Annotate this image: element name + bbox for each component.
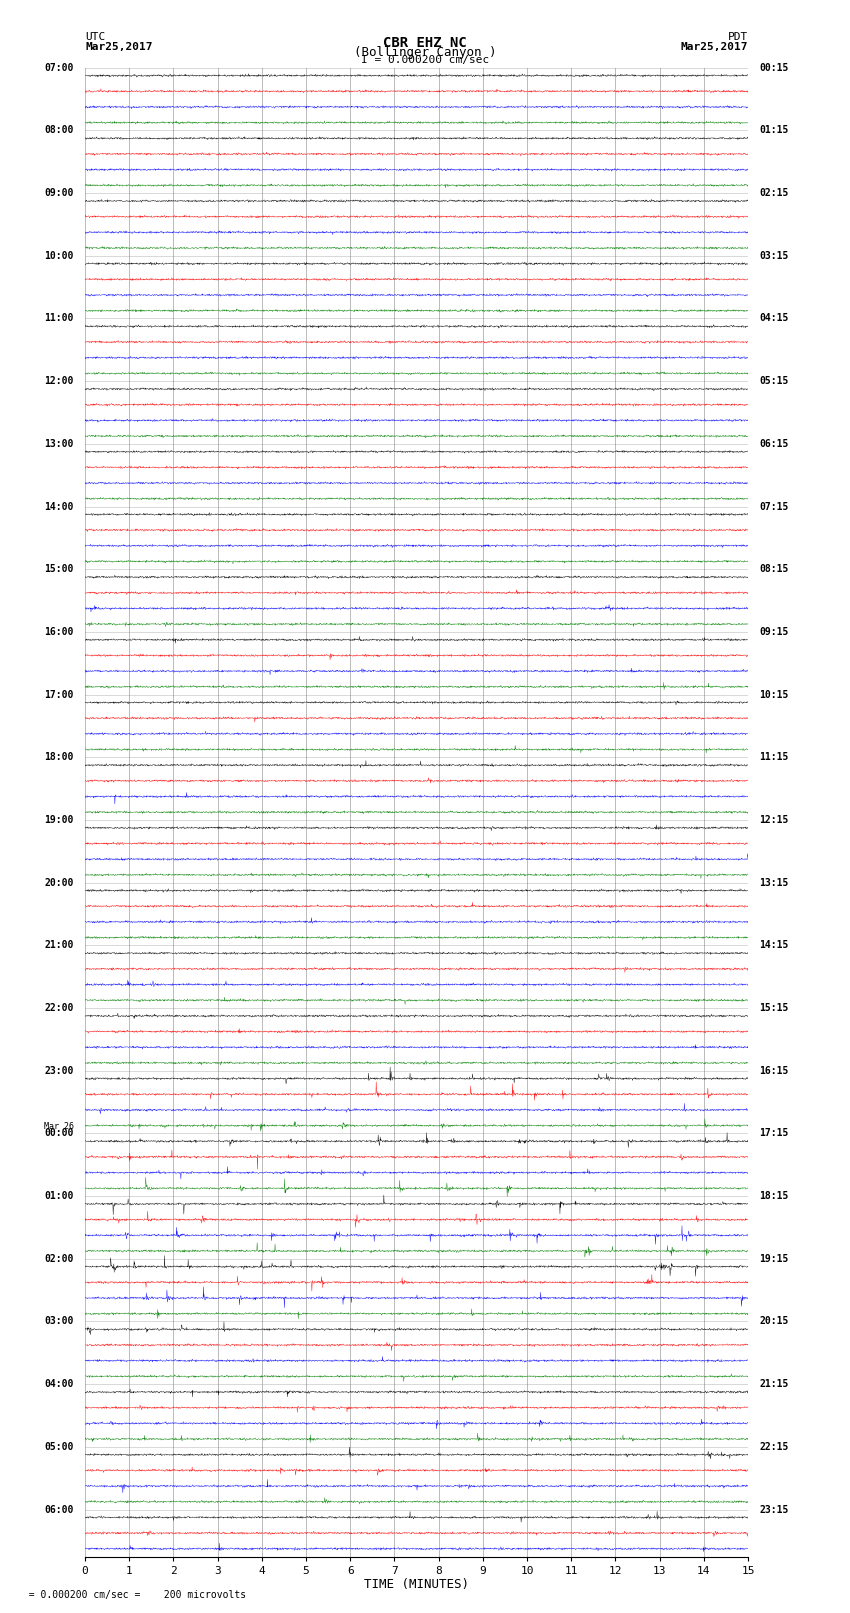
Text: Mar 26: Mar 26 — [44, 1123, 74, 1131]
Text: 05:15: 05:15 — [759, 376, 789, 386]
Text: (Bollinger Canyon ): (Bollinger Canyon ) — [354, 45, 496, 60]
Text: 22:00: 22:00 — [44, 1003, 74, 1013]
Text: 22:15: 22:15 — [759, 1442, 789, 1452]
Text: CBR EHZ NC: CBR EHZ NC — [383, 37, 467, 50]
Text: 06:15: 06:15 — [759, 439, 789, 448]
Text: 14:15: 14:15 — [759, 940, 789, 950]
Text: UTC: UTC — [85, 32, 105, 42]
Text: 03:15: 03:15 — [759, 250, 789, 261]
Text: 00:15: 00:15 — [759, 63, 789, 73]
Text: 10:15: 10:15 — [759, 690, 789, 700]
Text: 20:00: 20:00 — [44, 877, 74, 887]
Text: 15:00: 15:00 — [44, 565, 74, 574]
Text: PDT: PDT — [728, 32, 748, 42]
Text: 04:00: 04:00 — [44, 1379, 74, 1389]
Text: Mar25,2017: Mar25,2017 — [85, 42, 152, 52]
Text: 00:00: 00:00 — [44, 1129, 74, 1139]
Text: 15:15: 15:15 — [759, 1003, 789, 1013]
Text: 23:00: 23:00 — [44, 1066, 74, 1076]
Text: 19:00: 19:00 — [44, 815, 74, 824]
Text: 07:15: 07:15 — [759, 502, 789, 511]
Text: 11:00: 11:00 — [44, 313, 74, 324]
Text: 04:15: 04:15 — [759, 313, 789, 324]
Text: 10:00: 10:00 — [44, 250, 74, 261]
Text: 01:15: 01:15 — [759, 126, 789, 135]
Text: 06:00: 06:00 — [44, 1505, 74, 1515]
Text: 18:00: 18:00 — [44, 752, 74, 763]
Text: 13:15: 13:15 — [759, 877, 789, 887]
Text: 12:00: 12:00 — [44, 376, 74, 386]
Text: 08:00: 08:00 — [44, 126, 74, 135]
Text: 11:15: 11:15 — [759, 752, 789, 763]
Text: 20:15: 20:15 — [759, 1316, 789, 1326]
Text: 21:00: 21:00 — [44, 940, 74, 950]
Text: 02:15: 02:15 — [759, 189, 789, 198]
Text: 01:00: 01:00 — [44, 1190, 74, 1202]
Text: 16:15: 16:15 — [759, 1066, 789, 1076]
Text: 03:00: 03:00 — [44, 1316, 74, 1326]
Text: 09:15: 09:15 — [759, 627, 789, 637]
Text: 13:00: 13:00 — [44, 439, 74, 448]
Text: 21:15: 21:15 — [759, 1379, 789, 1389]
Text: 12:15: 12:15 — [759, 815, 789, 824]
Text: I = 0.000200 cm/sec: I = 0.000200 cm/sec — [361, 55, 489, 65]
Text: 16:00: 16:00 — [44, 627, 74, 637]
X-axis label: TIME (MINUTES): TIME (MINUTES) — [364, 1579, 469, 1592]
Text: 07:00: 07:00 — [44, 63, 74, 73]
Text: = 0.000200 cm/sec =    200 microvolts: = 0.000200 cm/sec = 200 microvolts — [17, 1590, 246, 1600]
Text: 14:00: 14:00 — [44, 502, 74, 511]
Text: 17:00: 17:00 — [44, 690, 74, 700]
Text: 19:15: 19:15 — [759, 1253, 789, 1263]
Text: Mar25,2017: Mar25,2017 — [681, 42, 748, 52]
Text: 18:15: 18:15 — [759, 1190, 789, 1202]
Text: 09:00: 09:00 — [44, 189, 74, 198]
Text: 08:15: 08:15 — [759, 565, 789, 574]
Text: 05:00: 05:00 — [44, 1442, 74, 1452]
Text: 23:15: 23:15 — [759, 1505, 789, 1515]
Text: 17:15: 17:15 — [759, 1129, 789, 1139]
Text: 02:00: 02:00 — [44, 1253, 74, 1263]
